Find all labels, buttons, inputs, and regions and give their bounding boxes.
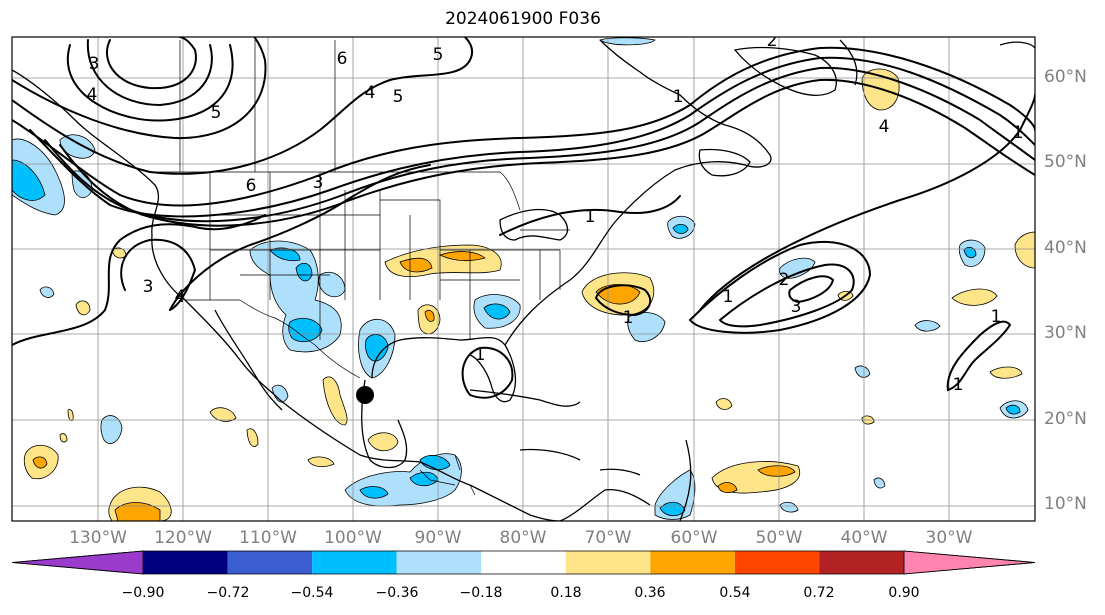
shaded-field-positive [23,68,1035,521]
contour-label: 1 [673,87,684,107]
map-frame [11,36,1036,522]
contour-label: 1 [953,375,964,395]
contour-label: 4 [365,83,376,103]
colorbar-swatch [396,551,482,574]
colorbar-extend-high [903,550,1036,575]
coastlines [12,39,1035,521]
colorbar-tick-label: −0.54 [290,585,334,601]
contour-label: 3 [143,277,154,297]
lon-label: 50°W [755,528,803,548]
colorbar-tick-label: 0.36 [634,585,666,601]
contour-label: 1 [1013,123,1024,143]
lon-label: 90°W [414,528,462,548]
lon-label: 130°W [69,528,127,548]
colorbar-outline [11,550,1036,575]
contour-label-group: 3 4 5 6 4 5 5 6 3 3 4 1 1 1 1 2 3 4 1 1 … [87,31,1024,395]
colorbar-tick-label: −0.72 [206,585,250,601]
lat-label: 50°N [1044,152,1087,172]
colorbar-swatch [819,551,905,574]
gridlines [12,37,1035,521]
lat-label: 40°N [1044,238,1087,258]
map-title: 2024061900 F036 [445,9,601,29]
colorbar-tick-label: −0.18 [459,585,503,601]
contour-label: 1 [475,345,486,365]
colorbar-tick-label: 0.54 [719,585,751,601]
contour-label: 1 [585,207,596,227]
colorbar-tick-label: −0.36 [375,585,419,601]
contour-label: 2 [779,270,790,290]
contour-label: 5 [393,87,404,107]
contour-label: 1 [623,308,634,328]
contour-label: 1 [723,287,734,307]
storm-position-marker [356,386,374,404]
colorbar-tick-label: −0.90 [121,585,165,601]
colorbar-swatch [312,551,397,574]
lon-label: 80°W [499,528,547,548]
colorbar-tick-label: 0.18 [550,585,582,601]
colorbar-swatch [481,551,566,574]
contour-label: 1 [991,307,1002,327]
colorbar-swatch [143,551,228,574]
contour-label: 3 [791,297,802,317]
contour-label: 3 [313,173,324,193]
contour-label: 5 [433,45,444,65]
lon-label: 30°W [925,528,973,548]
lon-label: 70°W [584,528,632,548]
contour-label: 4 [87,85,98,105]
contour-label: 4 [879,117,890,137]
contour-label: 4 [175,287,186,307]
lat-label: 60°N [1044,67,1087,87]
lat-label: 30°N [1044,323,1087,343]
colorbar [11,550,1036,575]
colorbar-swatch [565,551,651,574]
lon-label: 120°W [154,528,212,548]
contour-label: 5 [211,103,222,123]
colorbar-swatch [650,551,735,574]
contour-label: 6 [246,176,257,196]
colorbar-tick-label: 0.90 [888,585,920,601]
lon-label: 100°W [324,528,382,548]
contour-label: 3 [89,54,100,74]
lon-label: 110°W [239,528,297,548]
contour-label: 2 [767,31,778,51]
lon-label: 40°W [840,528,888,548]
contour-lines [12,37,1035,399]
contour-label: 6 [337,49,348,69]
colorbar-swatch [227,551,313,574]
colorbar-swatch [734,551,820,574]
lon-label: 60°W [670,528,718,548]
colorbar-tick-label: 0.72 [803,585,835,601]
lat-label: 20°N [1044,409,1087,429]
colorbar-extend-low [11,550,144,575]
lat-label: 10°N [1044,494,1087,514]
